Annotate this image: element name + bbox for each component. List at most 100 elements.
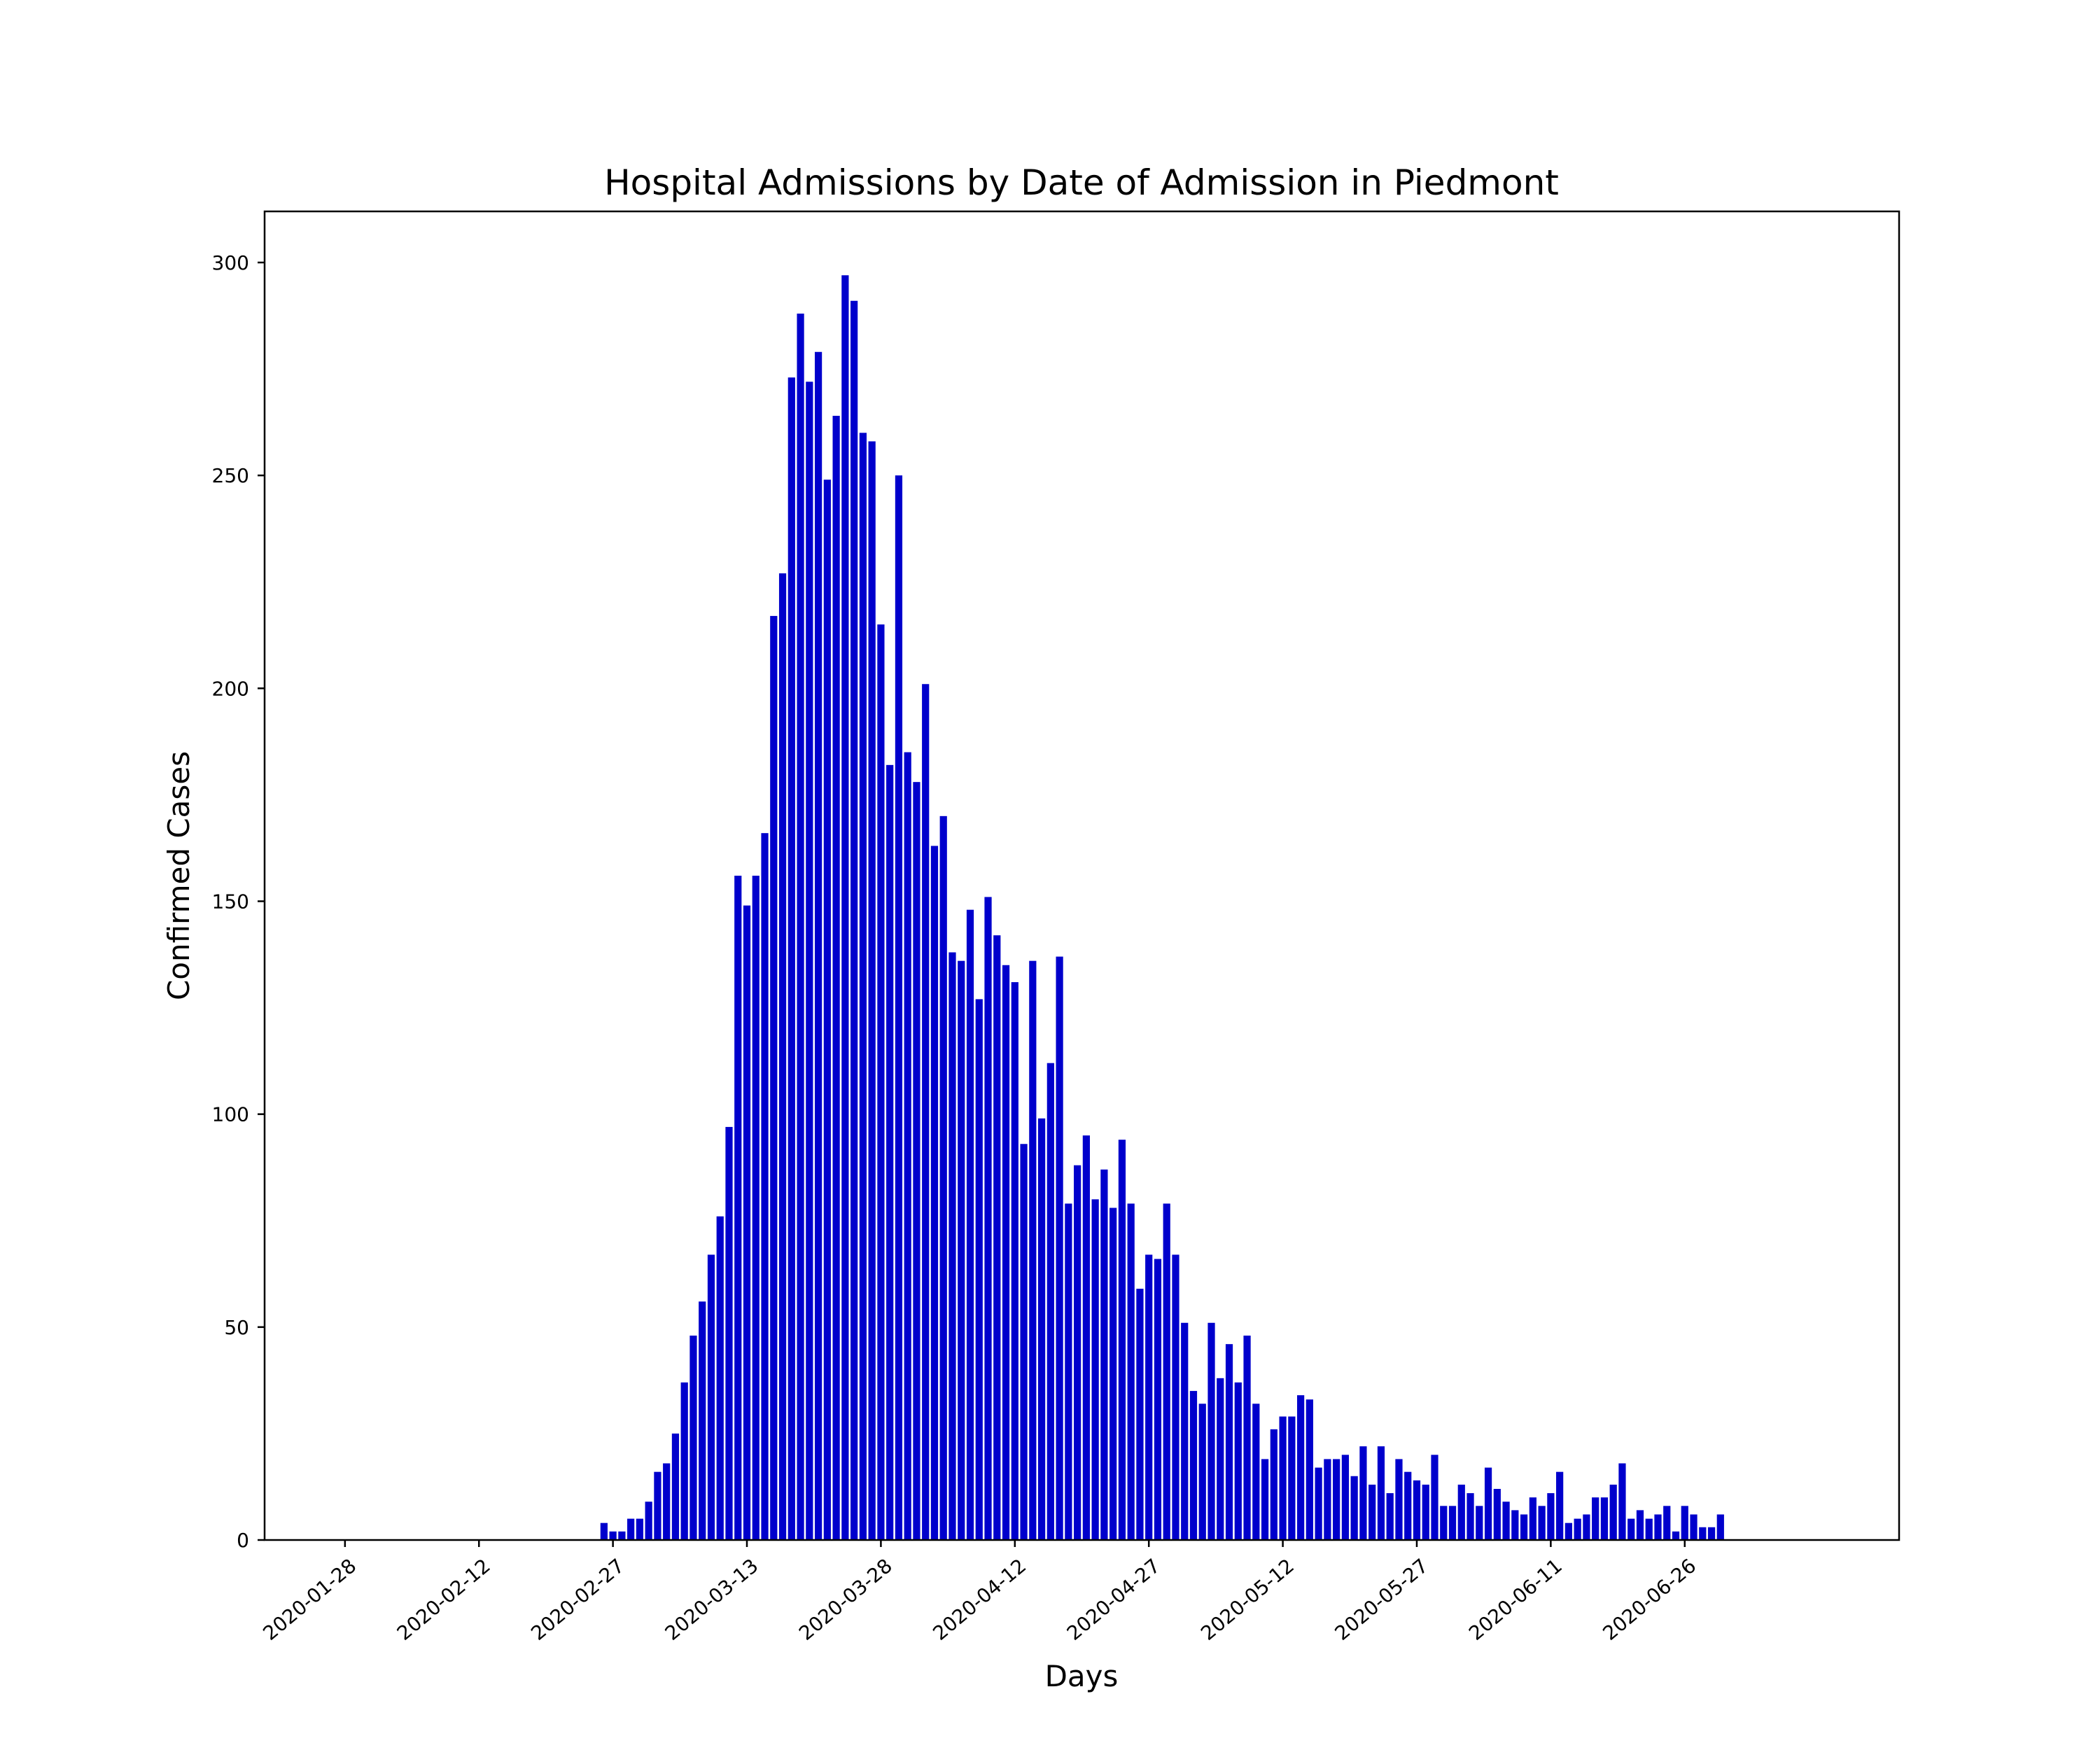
bar [734, 876, 742, 1540]
bar [1020, 1144, 1028, 1540]
bar [716, 1216, 724, 1540]
bar [1476, 1506, 1483, 1540]
bar [1422, 1484, 1429, 1540]
bar [1136, 1289, 1144, 1540]
bar [680, 1382, 688, 1540]
bar [690, 1336, 697, 1540]
bar [1065, 1203, 1072, 1540]
bar [1181, 1322, 1189, 1540]
bar [1359, 1446, 1367, 1540]
bar [814, 351, 822, 1540]
bar [1198, 1404, 1206, 1540]
bar [1324, 1459, 1331, 1540]
bar [841, 275, 849, 1540]
bar [904, 752, 911, 1540]
bar [699, 1301, 706, 1540]
bar [1082, 1135, 1090, 1540]
bar [725, 1126, 733, 1540]
bar [1234, 1382, 1242, 1540]
bar [1484, 1467, 1492, 1540]
bar [1046, 1063, 1054, 1540]
x-tick-label: 2020-02-27 [526, 1554, 629, 1645]
bar [1145, 1254, 1153, 1540]
bar [1056, 956, 1063, 1540]
bar [1511, 1510, 1519, 1540]
bar [1672, 1531, 1680, 1540]
bar [1386, 1493, 1394, 1540]
bar [1163, 1203, 1170, 1540]
bar [1520, 1514, 1528, 1540]
bar [975, 999, 983, 1540]
bar [1538, 1506, 1546, 1540]
bar [1252, 1404, 1260, 1540]
bar [654, 1471, 662, 1540]
bar [1279, 1416, 1287, 1540]
bar [850, 300, 858, 1540]
x-tick-label: 2020-04-12 [928, 1554, 1030, 1645]
bar [868, 441, 876, 1540]
bar [1556, 1471, 1564, 1540]
bar [823, 479, 831, 1540]
bar [1618, 1463, 1626, 1540]
bar [1315, 1467, 1322, 1540]
bar [1333, 1459, 1340, 1540]
bar [1592, 1497, 1600, 1540]
y-tick-label: 150 [212, 890, 249, 913]
bar [1600, 1497, 1609, 1540]
bar [645, 1502, 652, 1540]
bar [1547, 1493, 1555, 1540]
x-axis: 2020-01-28 2020-02-12 2020-02-27 2020-03-13… [258, 1540, 1700, 1645]
bar [1564, 1522, 1572, 1540]
y-tick-label: 200 [212, 677, 249, 700]
bar [1341, 1455, 1350, 1540]
bar [1029, 960, 1037, 1540]
x-axis-label: Days [1045, 1659, 1119, 1693]
bar [1636, 1510, 1644, 1540]
bar [1306, 1399, 1313, 1540]
bar [895, 475, 903, 1541]
bar [1002, 965, 1010, 1540]
bar [1074, 1165, 1082, 1540]
bars-layer [600, 275, 1724, 1541]
bar [913, 782, 920, 1540]
bar [1707, 1527, 1716, 1540]
y-axis-label: Confirmed Cases [162, 751, 196, 1000]
bar [1493, 1489, 1501, 1540]
bar [752, 876, 760, 1540]
bar [1716, 1514, 1724, 1540]
bar [1091, 1199, 1099, 1540]
bar [1440, 1506, 1448, 1540]
bar [1609, 1484, 1617, 1540]
bar [1037, 1118, 1046, 1540]
chart-title: Hospital Admissions by Date of Admission… [604, 162, 1559, 203]
x-tick-label: 2020-05-27 [1331, 1554, 1433, 1645]
bar [1413, 1480, 1421, 1540]
bar [609, 1531, 617, 1540]
bar [1243, 1336, 1251, 1540]
x-tick-label: 2020-03-28 [794, 1554, 897, 1645]
bar [1663, 1506, 1671, 1540]
bar [958, 960, 965, 1540]
bar [1574, 1518, 1581, 1540]
bar [993, 935, 1001, 1540]
bar [1628, 1518, 1635, 1540]
bar [1448, 1506, 1457, 1540]
bar [832, 416, 840, 1540]
bar [1208, 1322, 1215, 1540]
bar [618, 1531, 626, 1540]
y-tick-label: 300 [212, 251, 249, 274]
bar [1699, 1527, 1707, 1540]
bar [770, 615, 778, 1541]
bar [1261, 1459, 1269, 1540]
bar [1654, 1514, 1662, 1540]
bar [743, 905, 751, 1540]
bar [806, 382, 813, 1540]
bar [797, 314, 804, 1540]
x-tick-label: 2020-06-11 [1464, 1554, 1567, 1645]
bar [1154, 1259, 1162, 1540]
bar [671, 1433, 680, 1540]
bar [922, 684, 930, 1540]
bar [627, 1518, 635, 1540]
bar [1404, 1471, 1412, 1540]
